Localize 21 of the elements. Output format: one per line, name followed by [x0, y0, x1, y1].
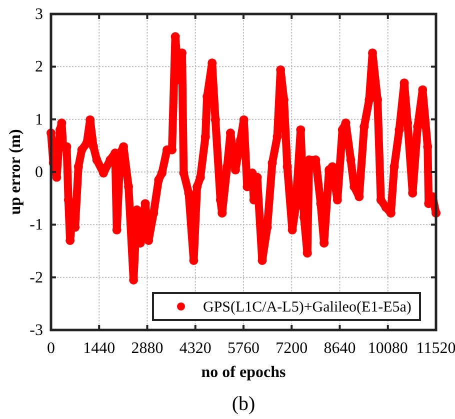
- text: (b): [232, 393, 256, 415]
- y-tick-label: 2: [35, 58, 43, 76]
- y-tick-label: -2: [30, 269, 43, 286]
- x-axis-title: no of epochs: [201, 364, 286, 381]
- x-tick-label: 11520: [416, 340, 455, 357]
- x-tick-label: 7200: [276, 340, 308, 357]
- x-tick-label: 4320: [179, 340, 212, 357]
- y-tick-label: -3: [30, 322, 43, 339]
- y-tick-label: 1: [35, 111, 43, 128]
- legend-label: GPS(L1C/A-L5)+Galileo(E1-E5a): [203, 300, 412, 316]
- x-tick-label: 10080: [368, 340, 408, 357]
- x-tick-label: 8640: [324, 340, 356, 357]
- x-tick-label: 0: [47, 340, 55, 357]
- legend: GPS(L1C/A-L5)+Galileo(E1-E5a): [152, 292, 421, 321]
- y-tick-label: 3: [35, 6, 43, 23]
- x-tick-label: 2880: [131, 340, 164, 357]
- x-tick-label: 5760: [228, 340, 260, 357]
- y-axis-title: up error (m): [7, 129, 24, 215]
- x-tick-label: 1440: [83, 340, 116, 357]
- y-tick-label: -1: [30, 216, 43, 234]
- y-tick-label: 0: [35, 164, 43, 181]
